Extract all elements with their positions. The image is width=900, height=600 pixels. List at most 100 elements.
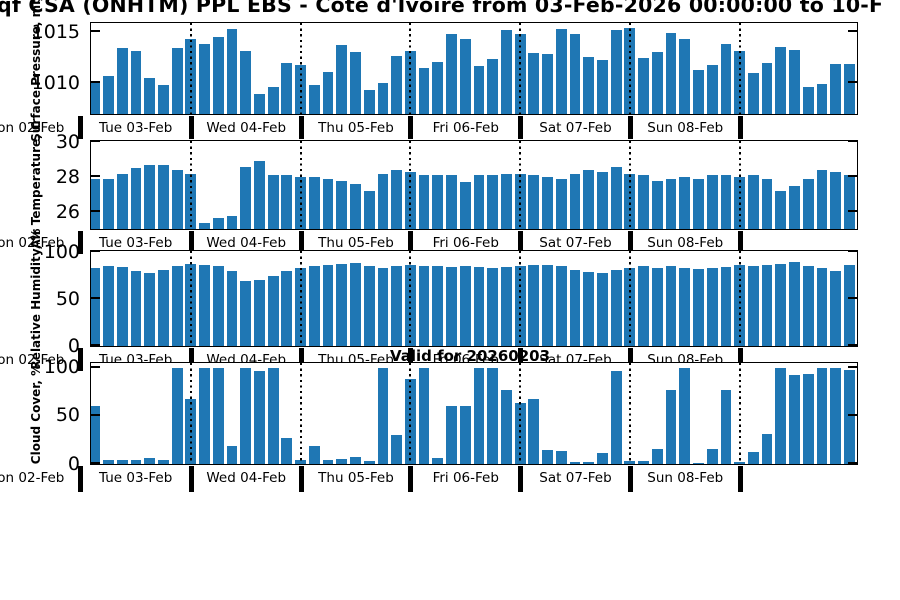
data-bar [501,389,512,464]
y-tick-mark [91,297,100,299]
data-bar [281,62,293,114]
data-bar [720,267,732,346]
data-bar [665,389,677,464]
y-tick-mark [91,30,100,33]
data-bar [816,367,828,464]
cloudcover-panel [90,362,858,465]
data-bar [391,266,403,346]
data-bar [363,266,375,346]
data-bar [747,175,759,229]
y-axis-label: Relative Humidity, % [29,228,43,369]
day-boundary-dotted-line [628,23,631,114]
data-bar [254,161,265,229]
data-bar [377,367,389,464]
data-bar [706,448,718,464]
data-bar [212,367,224,464]
data-bar [350,51,361,114]
data-bar [116,267,128,346]
figure-title: qf CSA (ONHTM) PPL EBS - Côte d'Ivoire f… [0,0,884,17]
data-bar [651,448,663,464]
data-bar [542,177,553,229]
pressure-panel [90,22,858,115]
data-bar [638,57,649,114]
day-boundary-dotted-line [628,363,631,464]
data-bar [418,367,430,464]
data-bar [693,178,704,229]
data-bar [816,84,828,114]
data-bar [528,398,540,464]
day-boundary-tick [188,115,194,139]
day-boundary-tick [188,465,194,492]
data-bar [830,63,842,114]
data-bar [747,451,759,464]
data-bar [761,62,773,114]
data-bar [308,177,320,229]
data-bar [281,175,293,229]
valid-annotation: Valid for 20260203 [389,347,551,365]
data-bar [789,185,800,229]
day-label: Tue 03-Feb [99,120,173,136]
data-bar [432,175,444,229]
data-bar [432,61,444,114]
data-bar [597,171,608,229]
data-bar [199,367,210,464]
data-bar [747,266,759,346]
day-boundary-dotted-line [738,363,741,464]
data-bar [91,178,101,229]
data-bar [665,33,677,114]
data-bar [377,173,389,229]
y-tick-mark [91,81,100,84]
day-boundary-dotted-line [299,363,302,464]
data-bar [610,370,622,464]
data-bar [555,266,567,346]
data-bar [693,463,704,464]
data-bar [597,59,608,114]
day-boundary-dotted-line [519,141,522,229]
data-bar [501,30,512,114]
day-label-start: Mon 02-Feb [0,470,65,486]
data-bar [130,270,142,346]
data-bar [418,266,430,346]
day-label: Sat 07-Feb [539,120,612,136]
y-tick-label: 50 [55,404,80,427]
y-tick-mark [848,30,857,33]
day-label: Thu 05-Feb [318,235,394,251]
day-label: Fri 06-Feb [432,120,499,136]
data-bar [391,55,403,114]
data-bar [391,170,403,229]
day-boundary-tick [627,347,633,371]
data-bar [830,367,842,464]
data-bar [308,445,320,464]
data-bar [679,39,691,114]
day-boundary-dotted-line [738,251,741,346]
day-boundary-dotted-line [738,141,741,229]
data-bar [91,82,101,114]
data-bar [693,70,704,114]
data-bar [158,85,169,114]
data-bar [336,264,348,346]
data-bar [501,173,512,229]
data-bar [610,166,622,229]
data-bar [665,178,677,229]
data-bar [336,45,348,114]
data-bar [446,175,457,229]
data-bar [830,171,842,229]
data-bar [720,175,732,229]
data-bar [199,222,210,229]
data-bar [542,449,553,464]
data-bar [240,50,252,114]
day-boundary-dotted-line [299,251,302,346]
day-boundary-dotted-line [299,23,302,114]
data-bar [473,367,485,464]
day-boundary-tick [737,347,743,371]
day-boundary-dotted-line [189,251,192,346]
data-bar [116,173,128,229]
day-label: Sat 07-Feb [539,235,612,251]
data-bar [569,34,581,114]
data-bar [322,178,334,229]
day-boundary-dotted-line [628,251,631,346]
y-axis-label: Cloud Cover, % [29,363,43,464]
y-tick-mark [91,462,100,464]
data-bar [171,266,183,346]
data-bar [569,173,581,229]
